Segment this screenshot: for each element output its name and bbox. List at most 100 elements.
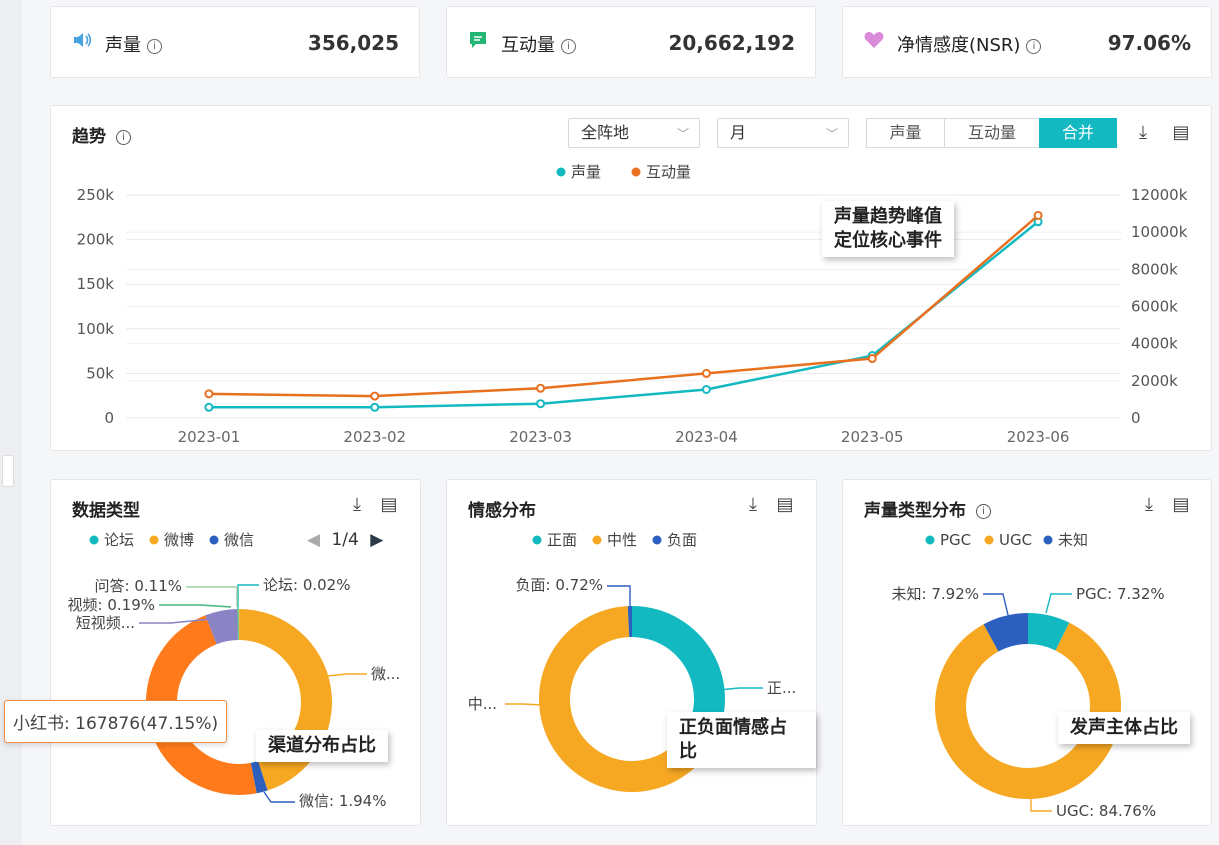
metric-label: 净情感度(NSR) [897,35,1021,56]
left-rail [0,0,22,845]
label-leader [607,585,631,606]
legend-label-1: 互动量 [646,163,691,181]
trend-chart: 声量 互动量 0 50k 100k 150k 200k 250k 0 2000k 4000k 6000… [77,163,1188,446]
pager-next-icon[interactable]: ▶ [370,530,384,550]
legend-label: UGC [999,531,1032,549]
region-select[interactable]: 全阵地 ﹀ [568,118,700,148]
channel-callout: 渠道分布占比 [256,730,388,762]
segment-volume[interactable]: 声量 [866,118,945,148]
download-icon[interactable]: ⤓ [353,494,361,515]
slice-label: 论坛: 0.02% [263,576,350,594]
x-tick: 2023-06 [1007,428,1070,446]
metric-value: 97.06% [1107,31,1191,55]
pager-text: 1/4 [331,530,359,550]
document-icon[interactable]: ▤ [776,494,794,515]
period-select[interactable]: 月 ﹀ [717,118,849,148]
info-icon[interactable]: i [116,130,131,145]
segment-combined[interactable]: 合并 [1039,118,1117,148]
legend-label: 微博 [164,531,194,549]
series-point-1 [867,354,877,364]
y-right-tick: 4000k [1131,335,1178,353]
pie-slice-微信 [250,760,268,794]
series-point-1 [536,383,546,393]
data-type-title: 数据类型 [72,501,140,521]
legend-label: 正面 [547,531,577,549]
document-icon[interactable]: ▤ [1172,122,1190,143]
series-line-1 [208,214,1039,398]
legend-dot [209,535,219,545]
info-icon[interactable]: i [147,39,162,54]
legend-label: 未知 [1058,531,1088,549]
document-icon[interactable]: ▤ [1172,494,1190,515]
y-right-tick: 12000k [1131,186,1188,204]
label-leader [1030,799,1052,812]
sentiment-card: 情感分布 ⤓ ▤ 正面 中性 负面 正... 中... 负面: 0.72% 正负面情感占比 [446,479,817,826]
trend-title: 趋势 [72,127,106,147]
slice-label: 负面: 0.72% [516,576,603,594]
info-icon[interactable]: i [561,39,576,54]
document-icon[interactable]: ▤ [380,494,398,515]
info-icon[interactable]: i [976,504,991,519]
download-icon[interactable]: ⤓ [1145,494,1153,515]
download-icon[interactable]: ⤓ [749,494,757,515]
legend-dot [532,535,542,545]
segment-interaction[interactable]: 互动量 [944,118,1040,148]
label-leader [186,586,238,607]
metric-label: 声量 [105,35,141,56]
data-type-card: 数据类型 ⤓ ▤ 论坛 微博 微信 论坛: 0.02% 微... 微信: 1.94% 短视频… [50,479,421,826]
voice-type-title: 声量类型分布 [864,501,966,521]
legend-dot [592,535,602,545]
legend-dot [925,535,935,545]
y-left-tick: 250k [77,186,115,204]
pie-slice-问答 [238,609,239,641]
slice-label: 正... [767,679,796,697]
info-icon[interactable]: i [1026,39,1042,54]
legend-dot [652,535,662,545]
legend-label: PGC [940,531,971,549]
heart-icon [864,32,884,48]
label-leader [326,673,367,677]
collapse-handle[interactable] [2,455,14,487]
legend-dot [984,535,994,545]
metric-card-nsr: 净情感度(NSR) i 97.06% [842,6,1212,78]
label-leader [1045,593,1072,614]
label-leader [263,791,295,803]
slice-label: 视频: 0.19% [68,596,155,614]
pie-tooltip: 小红书: 167876(47.15%) [4,700,228,743]
pager-prev-icon[interactable]: ◀ [307,530,321,550]
y-left-tick: 100k [77,320,115,338]
pie-slice-小红书 [146,615,257,795]
label-leader [139,618,212,624]
pie-slice-短视频 [205,609,238,645]
legend-label-0: 声量 [571,163,601,181]
sentiment-callout: 正负面情感占比 [667,712,816,768]
x-tick: 2023-02 [343,428,406,446]
chat-icon [470,32,486,48]
x-tick: 2023-05 [841,428,904,446]
label-leader [159,604,232,608]
download-icon[interactable]: ⤓ [1139,122,1147,143]
speaker-icon [74,33,92,47]
voice-type-card: 声量类型分布 i ⤓ ▤ PGC UGC 未知 PGC: 7.32% UGC: 84.76… [842,479,1212,826]
pie-slice-未知 [983,613,1028,652]
x-tick: 2023-04 [675,428,738,446]
trend-card: 趋势 i 全阵地 ﹀ 月 ﹀ 声量 互动量 合并 ⤓ ▤ 声量 互动量 0 50k 100k 1… [50,105,1212,451]
y-right-tick: 10000k [1131,223,1188,241]
legend-pager: ◀ 1/4 ▶ [307,530,383,550]
label-leader [983,593,1009,616]
series-point-1 [1033,210,1043,220]
legend-label: 微信 [224,531,254,549]
peak-callout: 声量趋势峰值 定位核心事件 [822,201,954,257]
series-point-1 [370,391,380,401]
sentiment-pie: 正面 中性 负面正... 中... 负面: 0.72% [468,531,796,792]
legend-dot-1 [631,167,641,177]
series-point-0 [204,402,214,412]
pie-slice-视频 [237,609,239,641]
legend-label: 论坛 [104,531,134,549]
series-point-0 [536,399,546,409]
slice-label: 短视频... [76,614,135,632]
slice-label: 中... [468,695,497,713]
series-point-1 [701,368,711,378]
y-left-tick: 0 [104,409,114,427]
slice-label: PGC: 7.32% [1076,585,1165,603]
